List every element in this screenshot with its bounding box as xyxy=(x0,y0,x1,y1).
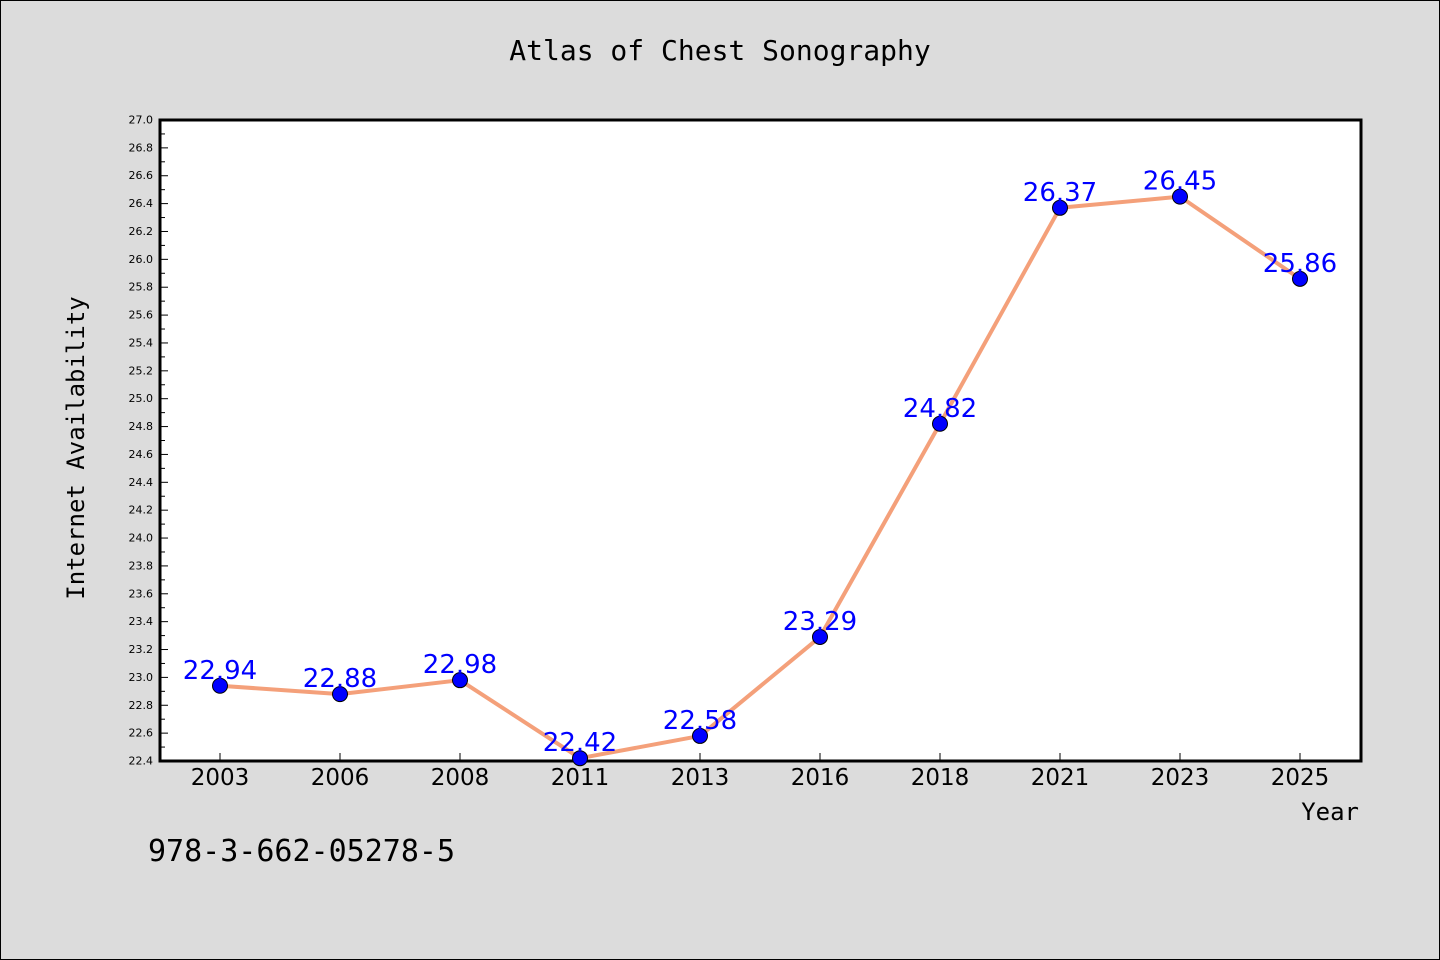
x-axis-label: Year xyxy=(1301,798,1359,826)
x-tick-label: 2018 xyxy=(911,765,970,791)
data-point xyxy=(452,672,468,689)
plot-border xyxy=(158,118,1363,763)
data-label: 22.94 xyxy=(183,656,257,686)
data-label: 22.58 xyxy=(663,706,737,736)
x-tick-label: 2008 xyxy=(431,765,490,791)
y-tick-label: 24.0 xyxy=(129,532,154,545)
y-tick-label: 24.8 xyxy=(129,420,154,433)
data-point xyxy=(212,677,228,694)
y-tick-label: 25.8 xyxy=(129,281,154,294)
data-label: 23.29 xyxy=(783,607,857,637)
x-tick-label: 2021 xyxy=(1031,765,1090,791)
y-tick-label: 22.4 xyxy=(129,755,154,768)
data-point xyxy=(932,415,948,432)
data-point xyxy=(1172,188,1188,205)
y-tick-label: 23.0 xyxy=(129,671,154,684)
y-tick-label: 25.0 xyxy=(129,392,154,405)
y-tick-label: 25.6 xyxy=(129,309,154,322)
data-point xyxy=(812,628,828,645)
x-tick-label: 2025 xyxy=(1271,765,1330,791)
y-tick-label: 23.4 xyxy=(129,615,154,628)
y-tick-label: 26.2 xyxy=(129,225,154,238)
y-tick-label: 25.4 xyxy=(129,336,154,349)
y-axis-label: Internet Availability xyxy=(62,296,90,599)
y-tick-label: 26.0 xyxy=(129,253,154,266)
y-tick-label: 24.2 xyxy=(129,504,154,517)
y-tick-label: 25.2 xyxy=(129,364,154,377)
x-tick-label: 2006 xyxy=(311,765,370,791)
data-label: 25.86 xyxy=(1263,249,1337,279)
data-label: 22.98 xyxy=(423,650,497,680)
data-label: 22.42 xyxy=(543,728,617,758)
y-tick-label: 23.6 xyxy=(129,587,154,600)
x-tick-label: 2003 xyxy=(191,765,250,791)
y-tick-label: 26.4 xyxy=(129,197,154,210)
data-point xyxy=(1052,199,1068,216)
data-label: 22.88 xyxy=(303,664,377,694)
x-tick-label: 2011 xyxy=(551,765,610,791)
data-label: 24.82 xyxy=(903,394,977,424)
y-tick-label: 23.8 xyxy=(129,559,154,572)
x-tick-label: 2023 xyxy=(1151,765,1210,791)
y-tick-label: 27.0 xyxy=(129,114,154,127)
y-tick-label: 24.6 xyxy=(129,448,154,461)
data-point xyxy=(1292,270,1308,287)
footnote-isbn: 978-3-662-05278-5 xyxy=(148,834,456,869)
data-label: 26.37 xyxy=(1023,178,1097,208)
y-tick-label: 26.8 xyxy=(129,141,154,154)
series-line xyxy=(219,194,1302,761)
x-tick-label: 2016 xyxy=(791,765,850,791)
y-tick-label: 24.4 xyxy=(129,476,154,489)
y-tick-label: 22.6 xyxy=(129,727,154,740)
y-tick-label: 26.6 xyxy=(129,169,154,182)
y-tick-label: 22.8 xyxy=(129,699,154,712)
plot-area xyxy=(160,120,1361,761)
data-label: 26.45 xyxy=(1143,167,1217,197)
y-tick-label: 23.2 xyxy=(129,643,154,656)
chart-title: Atlas of Chest Sonography xyxy=(509,34,931,67)
x-tick-label: 2013 xyxy=(671,765,730,791)
data-point xyxy=(692,727,708,744)
data-point xyxy=(332,686,348,703)
data-point xyxy=(572,750,588,767)
